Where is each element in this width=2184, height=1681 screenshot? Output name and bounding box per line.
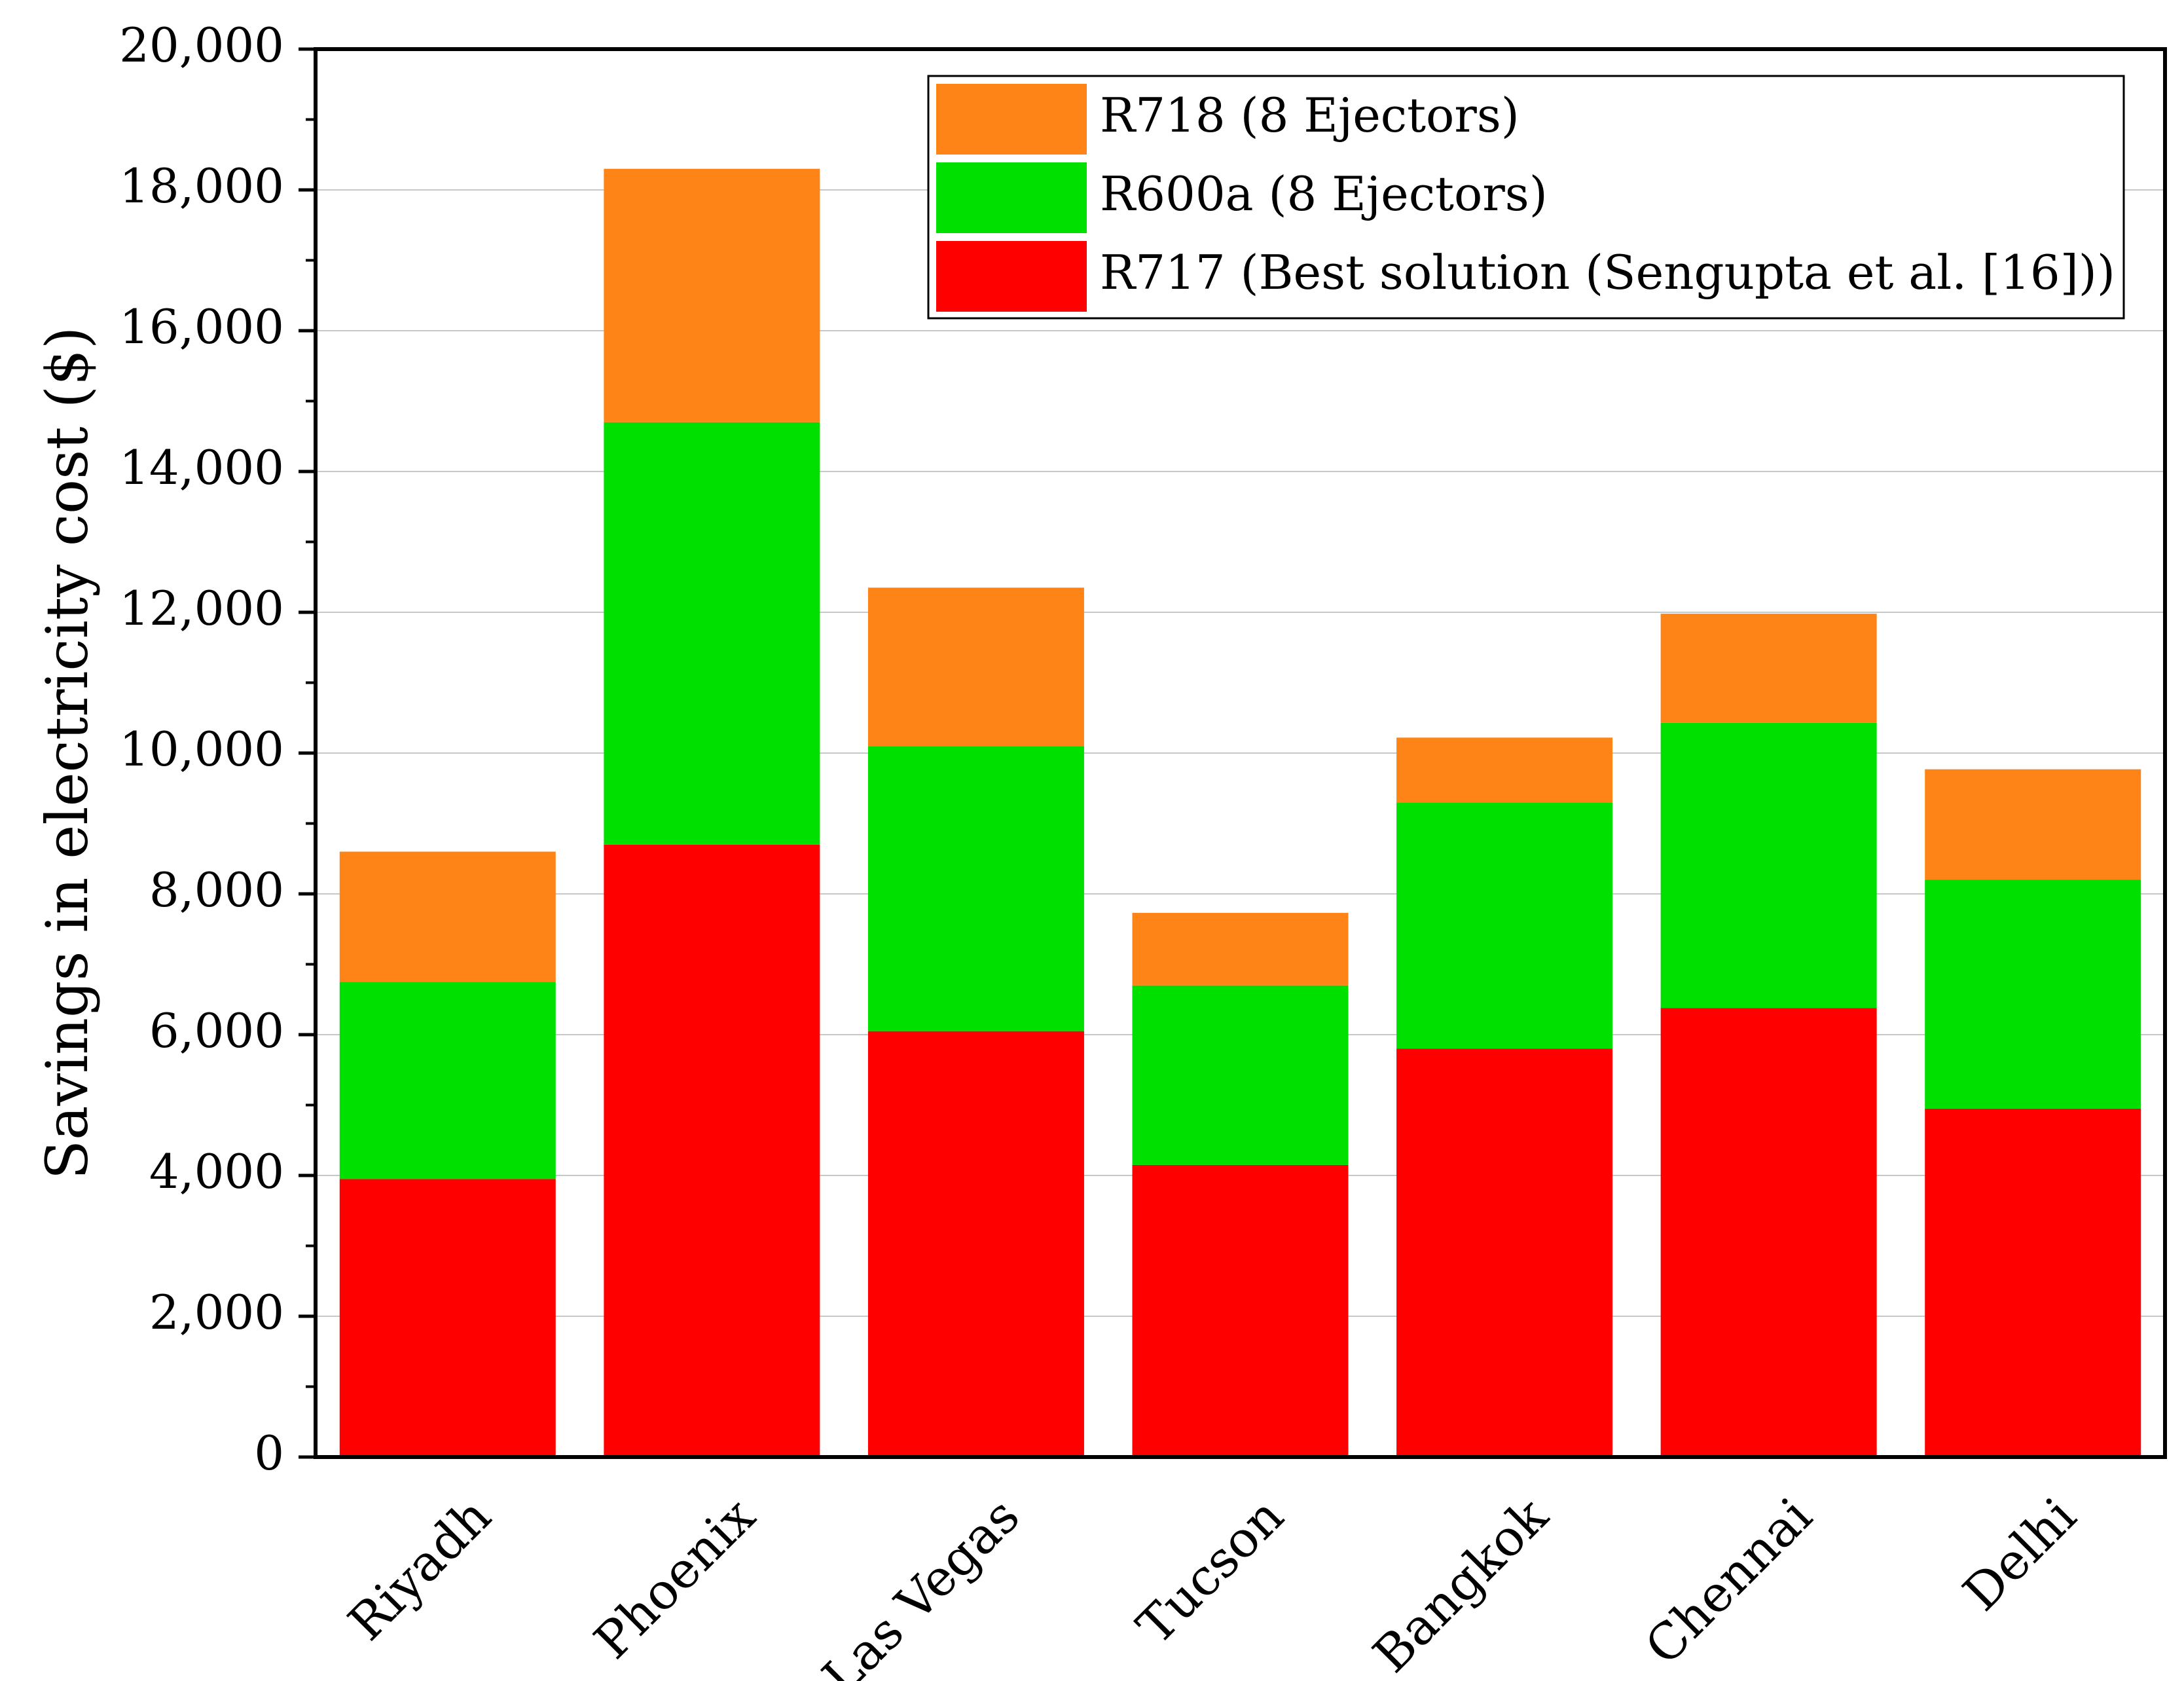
x-category-label: Tucson [1125,1487,1294,1655]
legend-label: R600a (8 Ejectors) [1100,166,1548,221]
y-tick-label: 16,000 [119,299,284,354]
y-tick-label: 8,000 [149,862,284,917]
y-tick-label: 20,000 [119,18,284,73]
y-tick-label: 0 [254,1426,284,1481]
bar-segment [604,168,820,422]
y-tick-label: 18,000 [119,158,284,213]
bar-segment [1660,614,1877,723]
legend-swatch [936,84,1087,155]
bar-segment [339,1179,556,1457]
y-axis-title: Savings in electricity cost ($) [33,327,101,1180]
bars [339,168,2141,1457]
bar-segment [867,587,1084,747]
bar-segment [339,982,556,1179]
legend-label: R717 (Best solution (Sengupta et al. [16… [1100,245,2115,300]
bar-segment [1396,802,1613,1049]
legend-swatch [936,241,1087,312]
bar-segment [339,851,556,982]
bar-segment [604,422,820,845]
bar-segment [1660,1008,1877,1457]
x-category-label: Phoenix [583,1487,766,1670]
x-category-label: Bangkok [1362,1486,1559,1681]
bar-segment [604,844,820,1457]
y-tick-label: 4,000 [149,1144,284,1199]
bar-segment [1132,913,1349,986]
bar-segment [1660,722,1877,1008]
x-category-label: Chennai [1634,1487,1823,1676]
bar-segment [1925,769,2141,880]
bar-segment [1925,879,2141,1109]
x-category-labels: Riyadh Phoenix Las Vegas Tucson Bangkok Chenn… [337,1486,2087,1681]
y-ticks: 0 2,000 4,000 6,000 8,000 10,000 12,000 14,000 1… [119,18,316,1481]
bar-segment [867,1031,1084,1457]
legend: R718 (8 Ejectors) R600a (8 Ejectors) R717 … [927,75,2125,320]
x-category-label: Riyadh [337,1487,502,1652]
legend-swatch [936,162,1087,233]
bar-segment [1396,1048,1613,1457]
legend-box [927,75,2125,320]
bar-segment [1132,985,1349,1165]
bar-segment [1925,1108,2141,1457]
y-tick-label: 12,000 [119,581,284,636]
x-category-label: Delhi [1952,1487,2087,1622]
bar-segment [1132,1164,1349,1457]
legend-label: R718 (8 Ejectors) [1100,88,1520,143]
bar-segment [867,746,1084,1031]
y-tick-label: 14,000 [119,440,284,495]
y-tick-label: 10,000 [119,722,284,777]
bar-segment [1396,737,1613,803]
x-category-label: Las Vegas [811,1487,1030,1681]
y-tick-label: 2,000 [149,1285,284,1340]
y-tick-label: 6,000 [149,1003,284,1058]
